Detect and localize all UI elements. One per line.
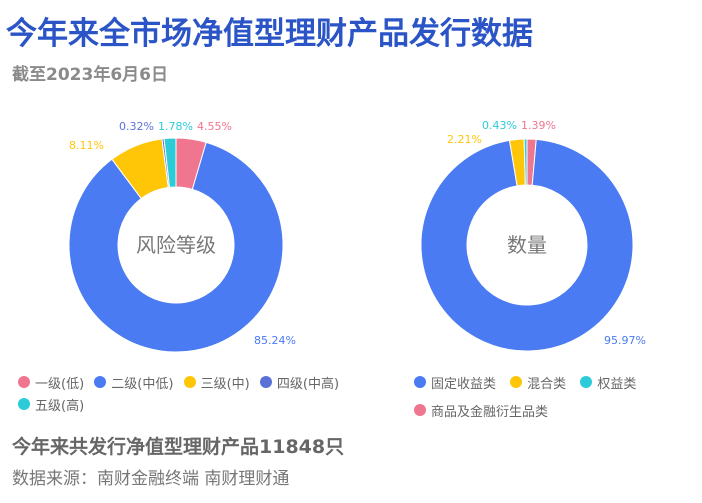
legend-item-level5[interactable]: 五级(高)	[18, 393, 84, 415]
quantity-center-label: 数量	[507, 233, 547, 257]
legend-item-level2[interactable]: 二级(中低)	[94, 371, 173, 393]
quantity-legend: 固定收益类 混合类 权益类 商品及金融衍生品类	[414, 371, 702, 421]
legend-dot-icon	[580, 376, 593, 388]
legend-dot-icon	[414, 404, 426, 416]
legend-dot-icon	[94, 376, 107, 388]
summary-text: 今年来共发行净值型理财产品11848只	[12, 436, 345, 458]
risk-level-legend: 一级(低) 二级(中低) 三级(中) 四级(中高) 五级(高)	[18, 371, 398, 415]
legend-dot-icon	[259, 376, 272, 388]
legend-dot-icon	[510, 376, 523, 388]
date-subtitle: 截至2023年6月6日	[12, 65, 168, 85]
label-level2: 85.24%	[254, 334, 296, 347]
label-commodity: 1.39%	[521, 119, 556, 132]
donut-segment[interactable]	[523, 138, 528, 186]
donut-segment[interactable]	[163, 137, 177, 188]
legend-item-commodity[interactable]: 商品及金融衍生品类	[414, 399, 548, 421]
donut-charts: 风险等级 数量 0.32% 1.78% 4.55% 8.11% 85.24% 0…	[68, 119, 646, 353]
quantity-donut	[420, 138, 634, 352]
source-text: 数据来源：南财金融终端 南财理财通	[12, 469, 290, 489]
risk-level-center-label: 风险等级	[136, 233, 216, 257]
label-level1: 4.55%	[197, 120, 232, 133]
label-mixed: 2.21%	[447, 133, 482, 146]
page-title: 今年来全市场净值型理财产品发行数据	[6, 16, 533, 52]
legend-dot-icon	[183, 376, 196, 388]
risk-level-donut	[68, 137, 284, 353]
legend-item-equity[interactable]: 权益类	[580, 371, 636, 393]
legend-dot-icon	[18, 398, 30, 410]
label-level5: 1.78%	[158, 120, 193, 133]
legend-item-fixed-income[interactable]: 固定收益类	[414, 371, 496, 393]
legend-dot-icon	[414, 376, 426, 388]
label-level4: 0.32%	[119, 120, 154, 133]
label-level3: 8.11%	[69, 139, 104, 152]
label-equity: 0.43%	[482, 119, 517, 132]
legend-item-level3[interactable]: 三级(中)	[183, 371, 250, 393]
label-fixed-income: 95.97%	[604, 334, 646, 347]
donut-segment[interactable]	[420, 138, 634, 352]
legend-item-level1[interactable]: 一级(低)	[18, 371, 84, 393]
legend-item-mixed[interactable]: 混合类	[510, 371, 566, 393]
donut-segment[interactable]	[68, 141, 284, 353]
legend-item-level4[interactable]: 四级(中高)	[259, 371, 339, 393]
legend-dot-icon	[18, 376, 30, 388]
